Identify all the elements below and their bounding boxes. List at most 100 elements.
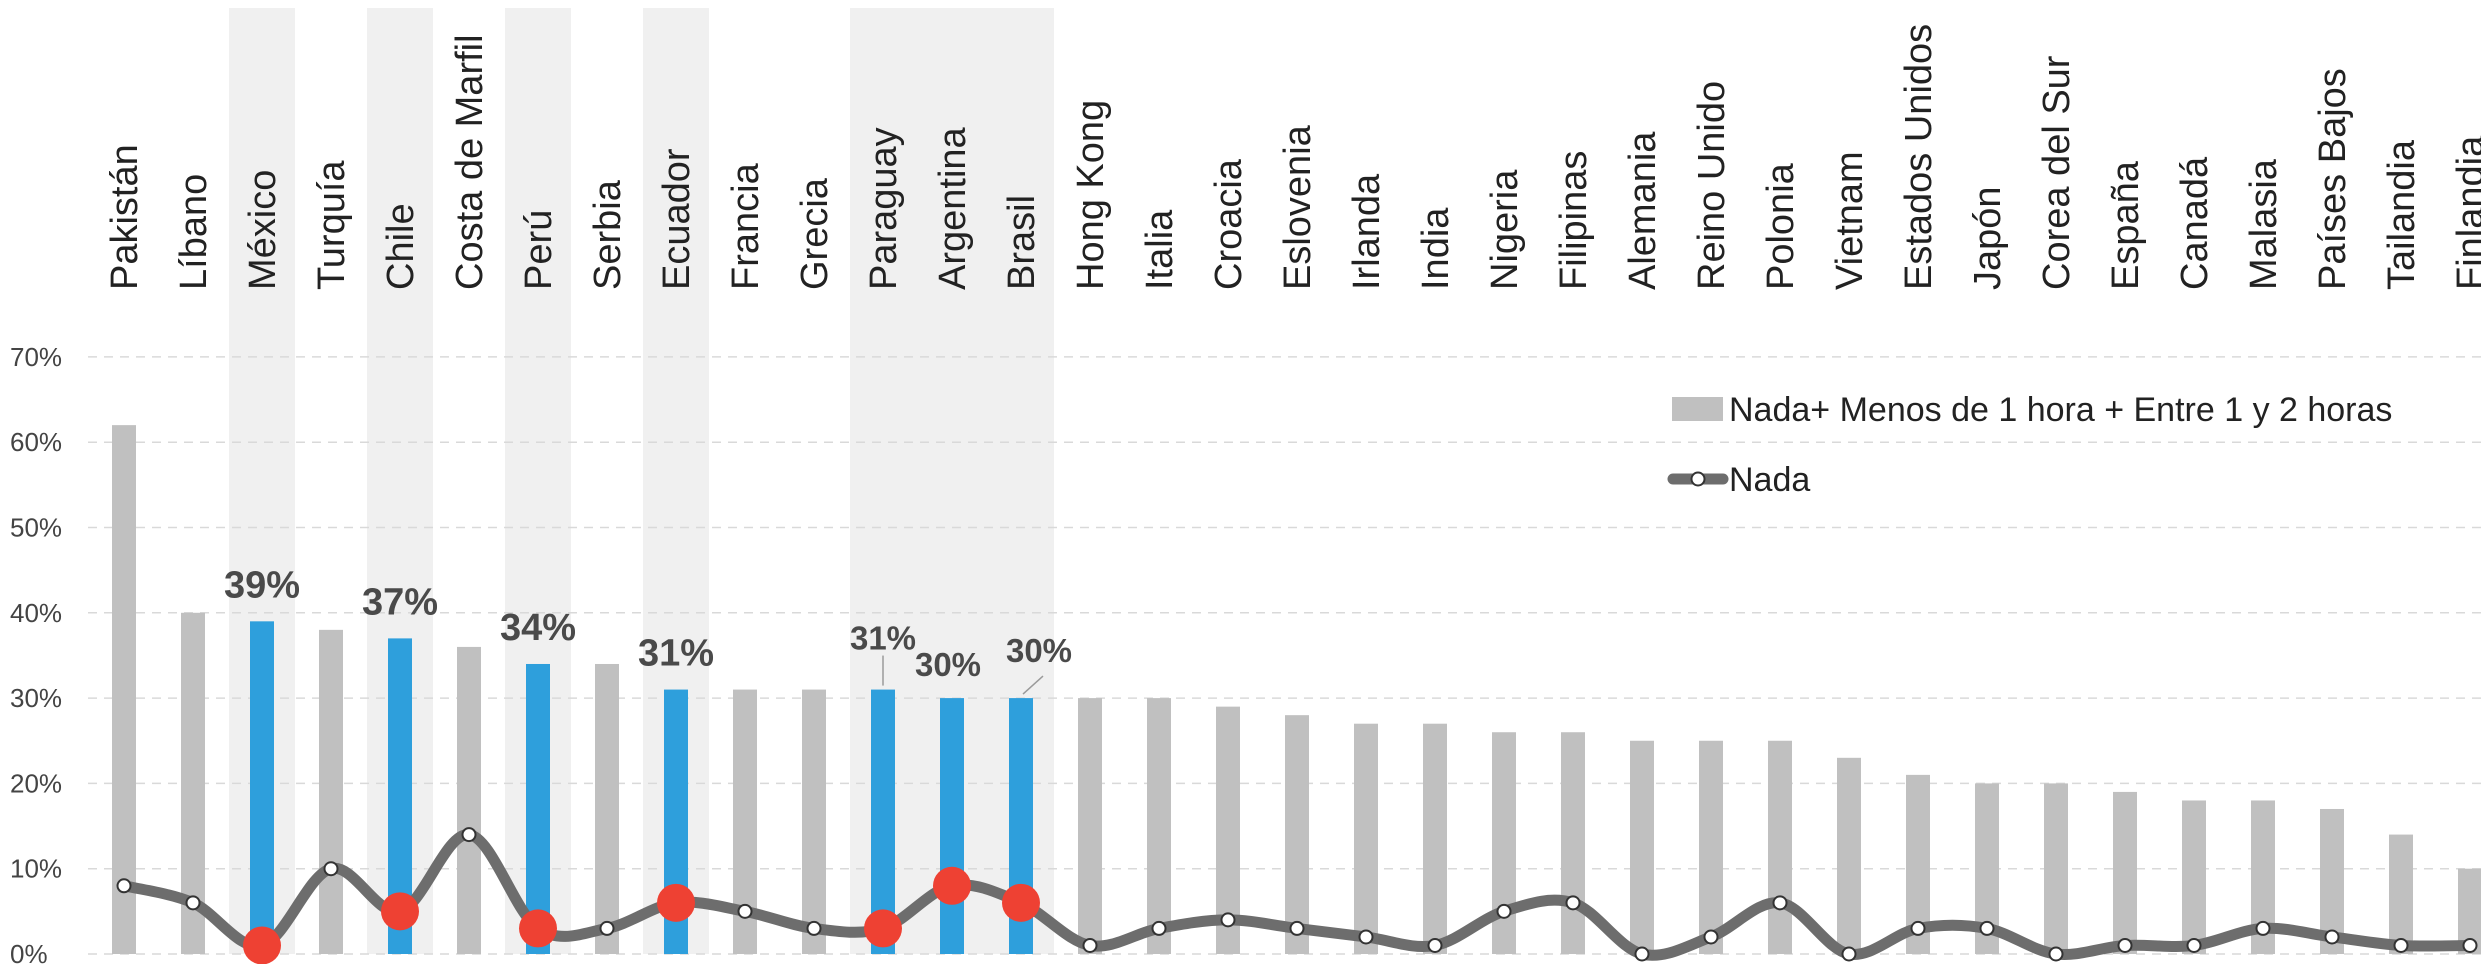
line-point [2048, 946, 2064, 962]
category-label: España [2105, 160, 2147, 290]
y-tick-label: 50% [10, 513, 62, 543]
bar-india [1423, 723, 1447, 954]
category-label: India [1415, 207, 1457, 290]
bar-alemania [1630, 740, 1654, 954]
highlight-bands [229, 8, 1054, 954]
y-tick-label: 60% [10, 427, 62, 457]
category-label: Chile [380, 203, 422, 290]
bar-canadá [2182, 800, 2206, 954]
line-point [1565, 895, 1581, 911]
line-point [1703, 929, 1719, 945]
bar-tailandia [2389, 834, 2413, 954]
y-tick-label: 10% [10, 854, 62, 884]
data-label: 34% [500, 607, 576, 649]
line-point [1220, 912, 1236, 928]
bar-italia [1147, 698, 1171, 954]
line-point [1772, 895, 1788, 911]
line-point [599, 920, 615, 936]
line-point [1082, 937, 1098, 953]
line-point-highlight [381, 892, 419, 931]
category-label: Croacia [1208, 158, 1250, 290]
line-point-highlight [864, 909, 902, 948]
line-point [1496, 903, 1512, 919]
category-label: Nigeria [1484, 169, 1526, 290]
data-label: 31% [850, 620, 916, 657]
line-point [323, 861, 339, 877]
bar-grecia [802, 689, 826, 954]
category-label: Malasia [2243, 158, 2285, 290]
line-point [1289, 920, 1305, 936]
category-label: Tailandia [2381, 139, 2423, 290]
line-point-highlight [657, 883, 695, 922]
category-label: Eslovenia [1277, 124, 1319, 290]
category-label: Italia [1139, 209, 1181, 290]
line-point [1910, 920, 1926, 936]
bar-finlandia [2458, 868, 2481, 954]
line-point [1634, 946, 1650, 962]
category-label: Serbia [587, 179, 629, 290]
category-label: Canadá [2174, 156, 2216, 290]
data-label: 39% [224, 564, 300, 606]
category-label: México [242, 170, 284, 290]
legend-swatch-bar [1672, 397, 1723, 421]
legend: Nada+ Menos de 1 hora + Entre 1 y 2 hora… [1667, 391, 2392, 499]
category-label: Filipinas [1553, 151, 1595, 290]
data-label: 30% [915, 646, 981, 683]
line-point [2186, 937, 2202, 953]
bar-irlanda [1354, 723, 1378, 954]
line-point [1427, 937, 1443, 953]
category-label: Costa de Marfil [449, 34, 491, 290]
category-label: Turquía [311, 160, 353, 290]
legend-marker [1690, 471, 1706, 487]
category-label: Brasil [1001, 195, 1043, 290]
bar-españa [2113, 791, 2137, 954]
line-point [461, 827, 477, 843]
data-labels: 39% 37%34%31% 31%30% 30% [224, 564, 1072, 695]
leader-line [1022, 675, 1044, 695]
line-point [1151, 920, 1167, 936]
bar-costa-de-marfil [457, 646, 481, 954]
bar-eslovenia [1285, 715, 1309, 954]
category-label: Finlandia [2450, 135, 2481, 290]
category-label: Ecuador [656, 148, 698, 290]
line-point [1841, 946, 1857, 962]
category-label: Hong Kong [1070, 100, 1112, 290]
line-point [2462, 937, 2478, 953]
y-tick-label: 20% [10, 768, 62, 798]
data-label: 37% [362, 581, 438, 623]
line-point [737, 903, 753, 919]
category-label: Perú [518, 210, 560, 290]
line-point-highlight [1002, 883, 1040, 922]
bar-vietnam [1837, 757, 1861, 954]
line-point-highlight [519, 909, 557, 948]
line-point [2324, 929, 2340, 945]
line-point-highlight [933, 866, 971, 905]
category-label: Países Bajos [2312, 68, 2354, 290]
category-label: Paraguay [863, 127, 905, 290]
bar-turquía [319, 629, 343, 954]
category-label: Corea del Sur [2036, 55, 2078, 290]
line-series [116, 827, 2478, 964]
bar-argentina [940, 698, 964, 954]
category-label: Reino Unido [1691, 81, 1733, 290]
category-label: Irlanda [1346, 173, 1388, 290]
category-label: Polonia [1760, 162, 1802, 290]
category-label: Grecia [794, 177, 836, 290]
category-label: Vietnam [1829, 151, 1871, 290]
category-label: Japón [1967, 186, 2009, 290]
bar-pakistán [112, 425, 136, 954]
line-point-highlight [243, 926, 281, 964]
bar-méxico [250, 621, 274, 954]
line-point [2117, 937, 2133, 953]
category-label: Argentina [932, 126, 974, 290]
bar-hong-kong [1078, 698, 1102, 954]
line-point [806, 920, 822, 936]
bar-polonia [1768, 740, 1792, 954]
category-label: Estados Unidos [1898, 24, 1940, 290]
bar-series [112, 425, 2481, 954]
line-point [2393, 937, 2409, 953]
category-label: Francia [725, 162, 767, 290]
line-point [185, 895, 201, 911]
data-label: 31% [638, 633, 714, 675]
